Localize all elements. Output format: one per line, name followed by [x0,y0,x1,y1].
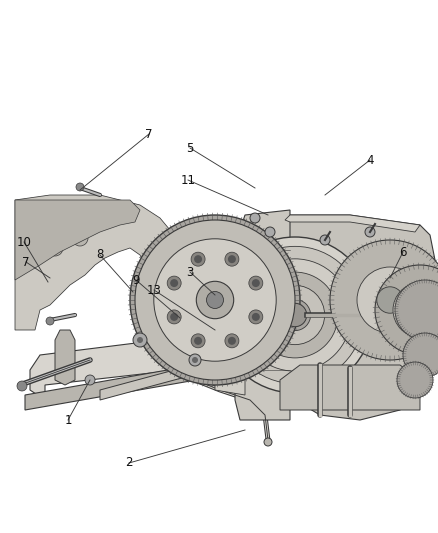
Circle shape [239,259,351,371]
Circle shape [252,279,260,287]
Circle shape [206,292,223,309]
Circle shape [72,230,88,246]
Circle shape [130,215,300,385]
Circle shape [375,265,438,355]
Circle shape [264,438,272,446]
Circle shape [194,255,202,263]
Circle shape [249,310,263,324]
Text: 4: 4 [366,154,374,166]
Circle shape [320,235,330,245]
Circle shape [22,252,38,268]
Polygon shape [285,215,420,232]
Circle shape [196,281,234,319]
Circle shape [76,183,84,191]
Text: 8: 8 [96,248,104,262]
Circle shape [228,337,236,345]
Circle shape [228,255,236,263]
Circle shape [283,303,307,327]
Circle shape [249,276,263,290]
Circle shape [252,272,338,358]
Text: 9: 9 [132,273,140,287]
Circle shape [85,375,95,385]
Circle shape [357,267,423,333]
Text: 5: 5 [186,141,194,155]
Circle shape [46,317,54,325]
Circle shape [189,354,201,366]
Circle shape [365,227,375,237]
Text: 3: 3 [186,265,194,279]
Circle shape [240,355,250,365]
Circle shape [170,313,178,321]
Polygon shape [215,217,245,395]
Circle shape [133,333,147,347]
Circle shape [226,246,364,384]
Circle shape [395,280,438,340]
Circle shape [393,283,438,337]
Circle shape [225,252,239,266]
Text: 11: 11 [180,174,195,187]
Polygon shape [280,365,420,410]
Polygon shape [100,355,230,400]
Circle shape [265,227,275,237]
Text: 2: 2 [125,456,133,470]
Circle shape [252,313,260,321]
Circle shape [47,240,63,256]
Polygon shape [55,330,75,385]
Circle shape [170,279,178,287]
Circle shape [217,237,373,393]
Circle shape [265,285,325,345]
Text: 7: 7 [22,255,30,269]
Polygon shape [235,210,290,420]
Circle shape [191,334,205,348]
Polygon shape [30,320,320,400]
Circle shape [194,337,202,345]
Circle shape [167,310,181,324]
Circle shape [330,240,438,360]
Circle shape [135,220,295,380]
Circle shape [192,357,198,363]
Text: 13: 13 [147,284,162,296]
Text: 6: 6 [399,246,407,259]
Circle shape [137,337,143,343]
Circle shape [191,252,205,266]
Circle shape [397,362,433,398]
Text: 7: 7 [145,127,153,141]
Text: 1: 1 [64,414,72,426]
Polygon shape [280,215,435,420]
Circle shape [167,276,181,290]
Circle shape [225,334,239,348]
Circle shape [279,300,311,330]
Circle shape [250,213,260,223]
Text: 10: 10 [17,236,32,248]
Circle shape [403,333,438,377]
Polygon shape [25,345,310,410]
Polygon shape [15,195,175,335]
Circle shape [154,239,276,361]
Circle shape [17,381,27,391]
Circle shape [377,287,403,313]
Polygon shape [15,200,140,280]
